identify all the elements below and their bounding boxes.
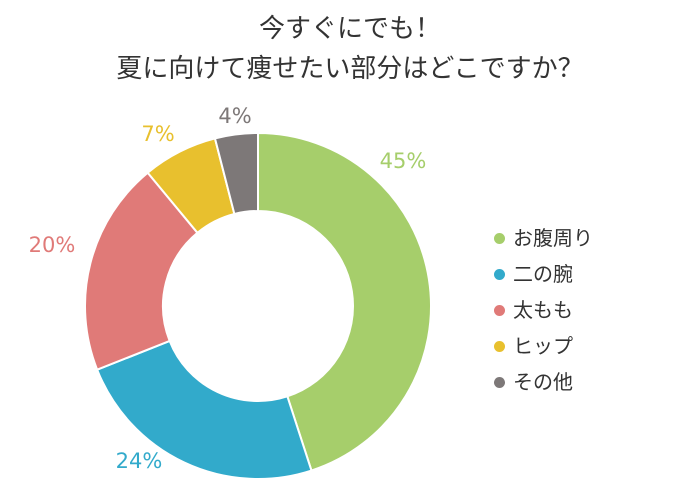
legend-swatch	[494, 340, 505, 352]
legend-swatch	[494, 232, 505, 244]
slice-1	[257, 131, 433, 472]
chart-title-line-2: 夏に向けて痩せたい部分はどこですか？	[116, 54, 584, 84]
data-label-2: 24%	[116, 449, 163, 473]
legend-swatch	[494, 304, 505, 316]
slice-2	[95, 339, 313, 480]
legend-label: 二の腕	[513, 262, 573, 286]
data-label-5: 4%	[218, 104, 251, 128]
legend-label: お腹周り	[513, 226, 593, 250]
chart-legend: お腹周り二の腕太ももヒップその他	[494, 220, 593, 400]
legend-item-3: 太もも	[494, 292, 593, 328]
data-label-4: 7%	[141, 122, 174, 146]
legend-swatch	[494, 376, 505, 388]
chart-title-line-1: 今すぐにでも！	[258, 14, 441, 44]
legend-item-4: ヒップ	[494, 328, 593, 364]
legend-label: その他	[513, 370, 573, 394]
slice-5	[213, 131, 259, 216]
legend-item-2: 二の腕	[494, 256, 593, 292]
slice-3	[84, 171, 199, 371]
data-label-3: 20%	[29, 233, 76, 257]
data-label-1: 45%	[380, 149, 427, 173]
legend-item-1: お腹周り	[494, 220, 593, 256]
legend-swatch	[494, 268, 505, 280]
legend-label: ヒップ	[513, 334, 573, 358]
legend-label: 太もも	[513, 298, 573, 322]
legend-item-5: その他	[494, 364, 593, 400]
